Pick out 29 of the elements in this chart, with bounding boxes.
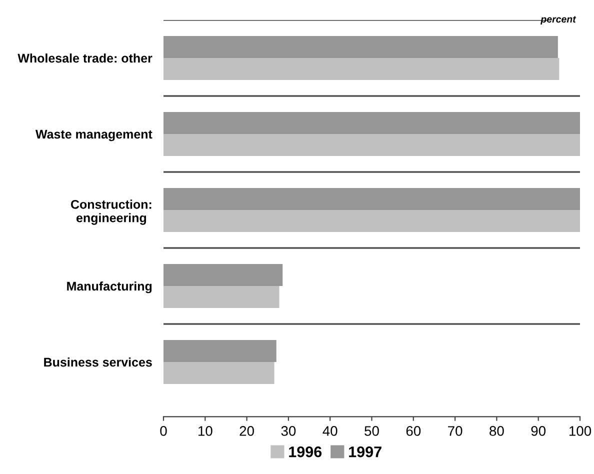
x-tick-label: 20 [240, 426, 254, 436]
x-tick-label: 100 [569, 426, 592, 436]
bar [164, 134, 580, 156]
legend-label: 1997 [349, 446, 382, 458]
bar [164, 112, 580, 134]
x-tick-label: 90 [531, 426, 546, 436]
bar [164, 264, 283, 286]
x-tick-label: 50 [364, 426, 379, 436]
legend-label: 1996 [289, 446, 322, 458]
x-axis-title: percent [540, 16, 576, 25]
y-tick-label: Wholesale trade: other [18, 53, 152, 63]
y-tick-label: Business services [44, 357, 152, 367]
x-tick-label: 80 [490, 426, 504, 436]
x-tick-label: 0 [160, 426, 167, 436]
bar [164, 210, 580, 232]
y-tick-label: Manufacturing [67, 281, 152, 294]
bar [164, 286, 280, 308]
x-tick-label: 10 [198, 426, 212, 436]
y-tick-label: Waste management [35, 130, 152, 142]
x-tick-label: 40 [322, 426, 338, 436]
bar [164, 36, 558, 58]
bar [164, 58, 560, 80]
x-tick-label: 60 [406, 426, 421, 436]
bar [164, 188, 580, 210]
bar [164, 362, 274, 384]
x-tick-label: 70 [448, 426, 462, 436]
bar [164, 340, 276, 362]
y-tick-label: Construction: engineering [70, 200, 152, 225]
x-tick-label: 30 [281, 426, 296, 436]
